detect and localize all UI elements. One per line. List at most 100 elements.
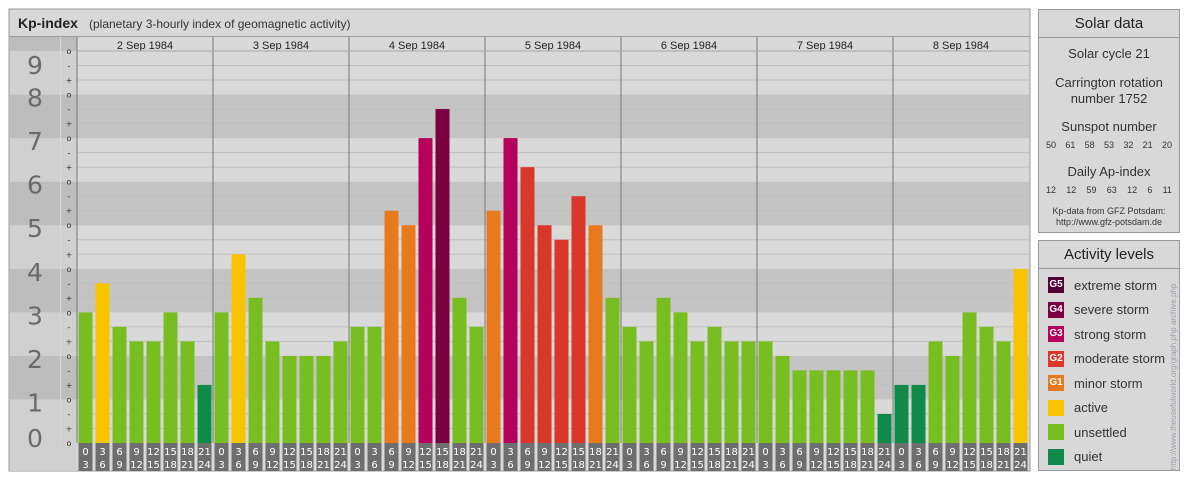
x-tick-start: 15	[572, 447, 585, 458]
x-tick-box	[503, 443, 518, 471]
y-tick-label: 1	[27, 388, 43, 417]
activity-level-label: moderate storm	[1074, 351, 1166, 367]
kp-bar	[282, 355, 297, 443]
y-minor-tick: -	[68, 149, 71, 158]
y-minor-tick: o	[67, 178, 72, 187]
y-minor-tick: o	[67, 134, 72, 143]
activity-level-row: G4 severe storm	[1039, 298, 1179, 323]
y-axis-band	[10, 443, 77, 471]
ap-value: 6	[1147, 185, 1153, 195]
y-minor-tick: o	[67, 439, 72, 448]
y-tick-label: 5	[27, 214, 43, 243]
kp-bar	[435, 109, 450, 443]
kp-bar	[826, 370, 841, 443]
kp-bar	[316, 355, 331, 443]
x-tick-end: 24	[198, 460, 211, 471]
x-tick-end: 9	[524, 460, 530, 471]
x-tick-start: 18	[589, 447, 602, 458]
kp-chart: Kp-index (planetary 3-hourly index of geo…	[8, 8, 1031, 472]
kp-bar	[962, 312, 977, 443]
x-tick-end: 15	[419, 460, 432, 471]
x-tick-end: 21	[453, 460, 466, 471]
sunspot-value: 50	[1046, 140, 1057, 150]
x-tick-end: 9	[660, 460, 666, 471]
x-tick-start: 12	[283, 447, 296, 458]
y-minor-tick: -	[68, 323, 71, 332]
x-tick-start: 3	[235, 447, 241, 458]
sunspot-value: 32	[1123, 140, 1134, 150]
activity-level-row: G5 extreme storm	[1039, 273, 1179, 298]
x-tick-start: 15	[708, 447, 721, 458]
x-tick-end: 9	[796, 460, 802, 471]
x-tick-start: 3	[371, 447, 377, 458]
x-tick-start: 6	[388, 447, 394, 458]
day-label: 6 Sep 1984	[661, 40, 717, 52]
kp-bar	[384, 210, 399, 443]
kp-bar	[214, 312, 229, 443]
y-axis-band	[10, 225, 60, 269]
day-label: 8 Sep 1984	[933, 40, 989, 52]
y-tick-label: 4	[27, 258, 43, 287]
x-tick-box	[979, 443, 994, 471]
kp-bar	[486, 210, 501, 443]
x-tick-start: 18	[317, 447, 330, 458]
x-tick-end: 12	[538, 460, 551, 471]
y-tick-label: 9	[27, 51, 43, 80]
x-tick-box	[537, 443, 552, 471]
x-tick-start: 3	[915, 447, 921, 458]
x-tick-start: 0	[354, 447, 360, 458]
x-tick-box	[792, 443, 807, 471]
x-tick-start: 21	[742, 447, 755, 458]
x-tick-start: 21	[1014, 447, 1027, 458]
ap-value: 59	[1086, 185, 1097, 195]
ap-value: 11	[1162, 185, 1172, 195]
x-tick-box	[520, 443, 535, 471]
ap-value: 63	[1106, 185, 1117, 195]
x-tick-end: 15	[827, 460, 840, 471]
y-band	[77, 181, 1029, 226]
x-tick-box	[741, 443, 756, 471]
x-tick-start: 12	[419, 447, 432, 458]
chart-subtitle: (planetary 3-hourly index of geomagnetic…	[89, 17, 350, 31]
x-tick-start: 21	[334, 447, 347, 458]
activity-level-label: minor storm	[1074, 375, 1143, 391]
y-minor-band	[61, 37, 77, 51]
x-tick-start: 18	[725, 447, 738, 458]
x-tick-start: 9	[405, 447, 411, 458]
kp-bar	[707, 326, 722, 443]
activity-level-label: active	[1074, 400, 1108, 416]
x-tick-start: 0	[490, 447, 496, 458]
y-axis-band	[10, 37, 60, 51]
kp-bar	[979, 326, 994, 443]
y-band	[77, 51, 1029, 95]
x-tick-box	[248, 443, 263, 471]
y-tick-label: 7	[27, 127, 43, 156]
x-tick-start: 15	[300, 447, 313, 458]
activity-level-row: G3 strong storm	[1039, 322, 1179, 347]
x-tick-end: 15	[147, 460, 160, 471]
kp-bar	[741, 341, 756, 443]
watermark-text: http://www.theusefulworld.org/graph.php …	[1169, 283, 1178, 470]
x-tick-box	[639, 443, 654, 471]
activity-level-swatch	[1048, 448, 1064, 465]
chart-title: Kp-index	[18, 15, 78, 31]
x-tick-box	[826, 443, 841, 471]
activity-level-label: unsettled	[1074, 424, 1127, 440]
ap-value: 12	[1127, 185, 1138, 195]
activity-level-swatch	[1048, 399, 1064, 416]
x-tick-end: 12	[674, 460, 687, 471]
date-header-band	[77, 37, 1029, 51]
x-tick-start: 12	[147, 447, 160, 458]
x-tick-start: 3	[779, 447, 785, 458]
activity-level-row: G1 minor storm	[1039, 371, 1179, 396]
y-minor-tick: +	[66, 120, 73, 129]
x-tick-box	[265, 443, 280, 471]
kp-bar	[248, 297, 263, 443]
x-tick-end: 6	[507, 460, 513, 471]
activity-level-row: quiet	[1039, 445, 1179, 470]
x-tick-start: 0	[82, 447, 88, 458]
x-tick-box	[299, 443, 314, 471]
x-tick-box	[724, 443, 739, 471]
sunspot-value: 58	[1084, 140, 1095, 150]
x-tick-box	[95, 443, 110, 471]
